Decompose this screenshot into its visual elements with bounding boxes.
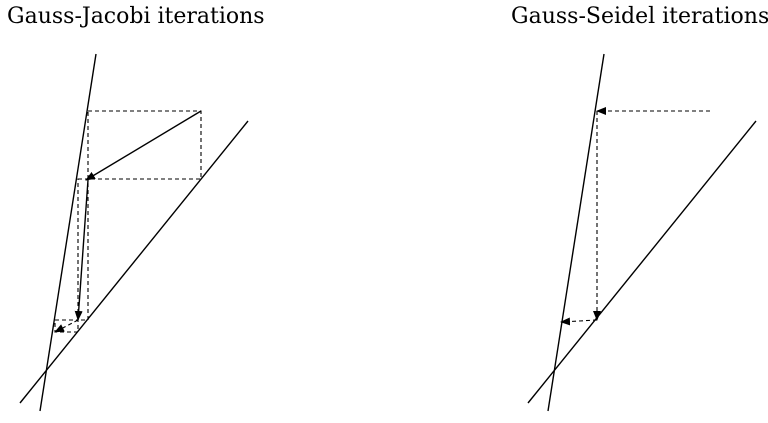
jacobi-panel xyxy=(19,53,249,412)
jacobi-step-1-arrow xyxy=(85,110,202,181)
seidel-step-3-arrow xyxy=(560,317,598,326)
gauss-jacobi-title: Gauss-Jacobi iterations xyxy=(7,4,265,29)
jacobi-step-3-arrow xyxy=(54,319,79,333)
jacobi-rect-2 xyxy=(77,178,89,321)
jacobi-shallow-line xyxy=(19,120,249,404)
jacobi-rect-1 xyxy=(87,110,202,180)
gauss-seidel-title: Gauss-Seidel iterations xyxy=(511,4,768,29)
jacobi-step-2-arrow xyxy=(74,179,89,321)
seidel-panel xyxy=(527,53,757,412)
seidel-shallow-line xyxy=(527,120,757,404)
seidel-steep-line xyxy=(547,53,605,412)
jacobi-steep-line xyxy=(39,53,97,412)
